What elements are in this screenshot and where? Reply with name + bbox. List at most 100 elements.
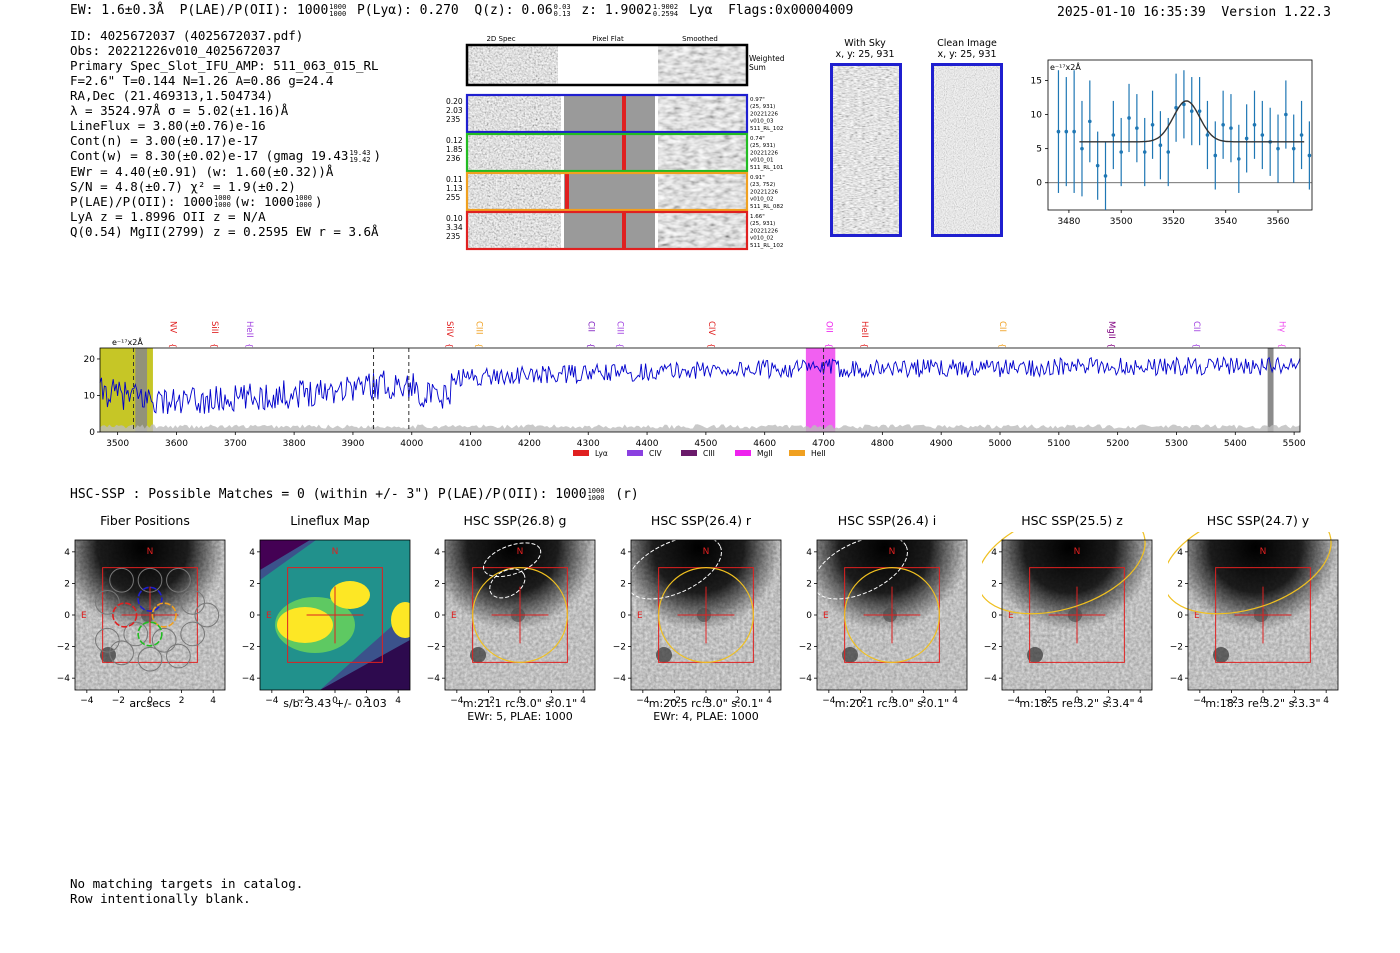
spec-legend-swatch [789,450,805,456]
cutout-ytick-label: 2 [64,579,70,589]
aperture-circle [472,567,568,663]
clean-image [931,63,1003,237]
cutout-xtick-label: 4 [766,696,772,706]
spec-line-marker-bracket: { [707,343,716,348]
spec-line-marker-label: SiII [209,321,219,334]
spec-line-marker-bracket: { [169,343,178,348]
catalog-ellipse [812,535,908,600]
clean-sub: x, y: 25, 931 [937,49,997,60]
cutout-xtick-label: 4 [395,696,401,706]
cutout-source [1213,647,1229,663]
stamp-row-stat: 1.85 [446,145,463,154]
cutout-ytick-label: −2 [984,643,997,653]
stamp-line-marker [622,213,626,248]
fit-ytick-label: 10 [1031,111,1043,121]
cutout-xtick-label: −4 [1007,696,1021,706]
cutout-ytick-label: −2 [427,643,440,653]
hsc-summary: HSC-SSP : Possible Matches = 0 (within +… [70,487,639,502]
stamp-row-meta: 1.66" [750,214,765,220]
cutout-source [470,647,486,663]
fit-point [1072,129,1076,134]
full-spectrum-plot: 3500 3600 3700 3800 3900 4000 4100 4200 4300 4400… [84,321,1306,458]
stamp-gap [561,135,564,170]
header-plae-lo: 1000 [329,9,347,18]
stamp-row-meta: 0.97" [750,97,765,103]
stamp-row-stat: 0.10 [446,214,463,223]
info-lambda: λ = 3524.97Å σ = 5.02(±1.16)Å [70,103,289,118]
spec-xtick-label: 3800 [283,439,306,449]
info-plae-hi: 1000 [214,194,231,202]
cutout-pixels [260,540,410,690]
cutout-ytick-label: 4 [64,548,70,558]
cutout-image: N E −4 4 −2 2 0 0 2 −2 4 −4 [1168,532,1339,706]
stamp-line-marker [622,96,626,131]
info-mgii: Q(0.54) MgII(2799) z = 0.2595 EW r = 3.6… [70,224,379,239]
stamp-2dspec [468,135,561,170]
cutout-ytick-label: −4 [427,674,441,684]
stamp-row-border [465,132,749,173]
cutout-search-box [102,567,198,663]
fiber-circle-highlight [137,621,163,647]
info-lya-z: LyA z = 1.8996 OII z = N/A [70,209,266,224]
spec-xtick-label: 5200 [1106,439,1129,449]
stamp-row-border [465,210,749,251]
cutout-ytick-label: 2 [991,579,997,589]
cutout-xtick-label: 2 [735,696,741,706]
spec-legend-label: Lyα [595,449,608,458]
fit-point [1080,146,1084,151]
stamp-row-meta: 20221226 [750,111,778,117]
stamp-row-stat: 255 [446,193,461,202]
cutout-ytick-label: −4 [799,674,813,684]
hsc-plae-lo: 1000 [587,493,605,502]
spec-line-marker-label: CIV [706,321,716,335]
aperture-ellipse [1168,532,1332,615]
spec-legend-swatch [735,450,751,456]
east-label: E [823,611,829,621]
header-line: Lyα [688,3,713,18]
spec-error-band [100,424,1300,432]
fit-point [1299,133,1304,137]
stamp-row-stat: 235 [446,115,461,124]
cutout-xtick-label: 4 [952,696,958,706]
cutout-image: N E −4 4 −2 2 0 0 2 −2 4 −4 [242,539,411,706]
clean-title: Clean Image [937,38,997,49]
stamp-pixelflat [563,213,656,248]
cutout-ytick-label: −4 [984,674,998,684]
info-plae-lo: 1000 [214,201,231,209]
stamp-row-meta: 0.74" [750,136,765,142]
cutout-ytick-label: 2 [434,579,440,589]
header-right: 2025-01-10 16:35:39 Version 1.22.3 [1057,5,1331,20]
stamp-line-marker [565,174,569,209]
stamp-gap [655,174,658,209]
cutout-ytick-label: 4 [249,548,255,558]
cutout-xtick-label: −2 [854,696,867,706]
stamp-header-smoothed: Smoothed [682,35,718,43]
cutout-image: N E −4 4 −2 2 0 0 2 −2 4 −4 [613,535,782,706]
stamp-2dspec [468,213,561,248]
cutout-xtick-label: 4 [1323,696,1329,706]
spec-legend-swatch [627,450,643,456]
stamp-gap [561,213,564,248]
footer-line-1: No matching targets in catalog. [70,876,304,891]
cutout-xtick-label: −4 [80,696,94,706]
spec-ytick-label: 10 [84,391,96,401]
cutout-ytick-label: −2 [613,643,626,653]
fit-point [1095,163,1100,168]
spec-line-marker-label: CII [1191,321,1201,332]
fiber-circle [137,646,163,672]
cutout-title: HSC SSP(26.4) r [650,513,752,528]
stamp-pixelflat [563,135,656,170]
info-plae-w: (w: 1000 [233,193,295,209]
cutout-ytick-label: 2 [249,579,255,589]
spec-line-marker-label: CIII [474,321,484,334]
stamp-row-stat: 1.13 [446,184,463,193]
spec-legend-label: HeII [811,449,826,458]
spec-line-marker-label: NV [168,321,178,333]
fit-ylabel: e⁻¹⁷x2Å [1050,61,1081,72]
stamp-row-meta: 511_RL_102 [750,126,783,132]
header-qz-lo: 0.13 [553,9,571,18]
north-label: N [332,547,339,557]
cutout-caption-line-1: m:20.5 rc:3.0" s:0.1" [648,697,764,710]
